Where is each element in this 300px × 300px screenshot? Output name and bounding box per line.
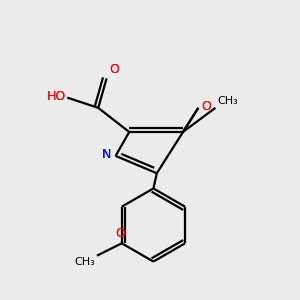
Circle shape: [199, 100, 213, 113]
Text: O: O: [115, 226, 125, 240]
Text: N: N: [102, 148, 112, 161]
Text: HO: HO: [46, 90, 66, 103]
Text: CH₃: CH₃: [75, 257, 95, 267]
Text: O: O: [201, 100, 211, 113]
Text: HO: HO: [46, 90, 66, 103]
Text: N: N: [102, 148, 112, 161]
Text: O: O: [109, 63, 119, 76]
Text: O: O: [201, 100, 211, 113]
Circle shape: [100, 72, 113, 85]
Text: O: O: [109, 63, 119, 76]
Circle shape: [116, 238, 127, 249]
Circle shape: [100, 148, 114, 161]
Text: CH₃: CH₃: [217, 96, 238, 106]
Text: O: O: [115, 226, 125, 240]
Circle shape: [63, 90, 78, 105]
